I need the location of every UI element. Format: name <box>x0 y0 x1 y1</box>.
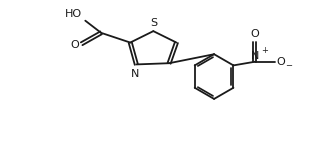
Text: O: O <box>70 40 79 50</box>
Text: HO: HO <box>65 10 82 19</box>
Text: −: − <box>285 62 292 71</box>
Text: N: N <box>131 69 139 79</box>
Text: O: O <box>277 57 285 67</box>
Text: +: + <box>262 46 269 55</box>
Text: S: S <box>150 18 157 28</box>
Text: O: O <box>250 29 259 39</box>
Text: N: N <box>250 51 259 60</box>
